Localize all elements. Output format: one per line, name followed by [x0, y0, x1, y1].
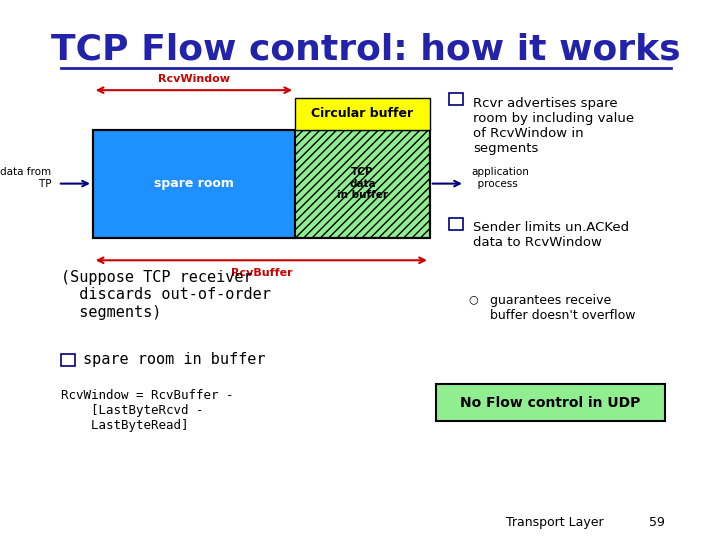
Text: No Flow control in UDP: No Flow control in UDP [461, 396, 641, 410]
Text: spare room in buffer: spare room in buffer [84, 352, 266, 367]
Text: application
  process: application process [471, 167, 529, 189]
Text: 59: 59 [649, 516, 665, 529]
Bar [436, 384, 665, 421]
Text: RcvWindow = RcvBuffer -
    [LastByteRcvd -
    LastByteRead]: RcvWindow = RcvBuffer - [LastByteRcvd - … [61, 389, 233, 432]
Text: RcvBuffer: RcvBuffer [230, 268, 292, 279]
Text: Circular buffer: Circular buffer [311, 107, 413, 120]
Text: data from
    TP: data from TP [1, 167, 52, 189]
Text: Rcvr advertises spare
room by including value
of RcvWindow in
segments: Rcvr advertises spare room by including … [473, 97, 634, 155]
Text: TCP Flow control: how it works: TCP Flow control: how it works [51, 32, 681, 66]
Bar [93, 130, 295, 238]
Bar [295, 130, 430, 238]
Text: spare room: spare room [154, 177, 234, 190]
Text: TCP
data
in buffer: TCP data in buffer [337, 167, 388, 200]
Bar [295, 98, 430, 130]
Bar [93, 130, 430, 238]
Bar [449, 218, 463, 230]
Bar [449, 93, 463, 105]
Text: Sender limits un.ACKed
data to RcvWindow: Sender limits un.ACKed data to RcvWindow [473, 221, 629, 249]
Text: (Suppose TCP receiver
  discards out-of-order
  segments): (Suppose TCP receiver discards out-of-or… [61, 270, 271, 320]
Bar [61, 354, 75, 366]
Text: RcvWindow: RcvWindow [158, 73, 230, 84]
Text: ○: ○ [468, 294, 478, 305]
Text: Transport Layer: Transport Layer [506, 516, 604, 529]
Text: guarantees receive
buffer doesn't overflow: guarantees receive buffer doesn't overfl… [490, 294, 636, 322]
